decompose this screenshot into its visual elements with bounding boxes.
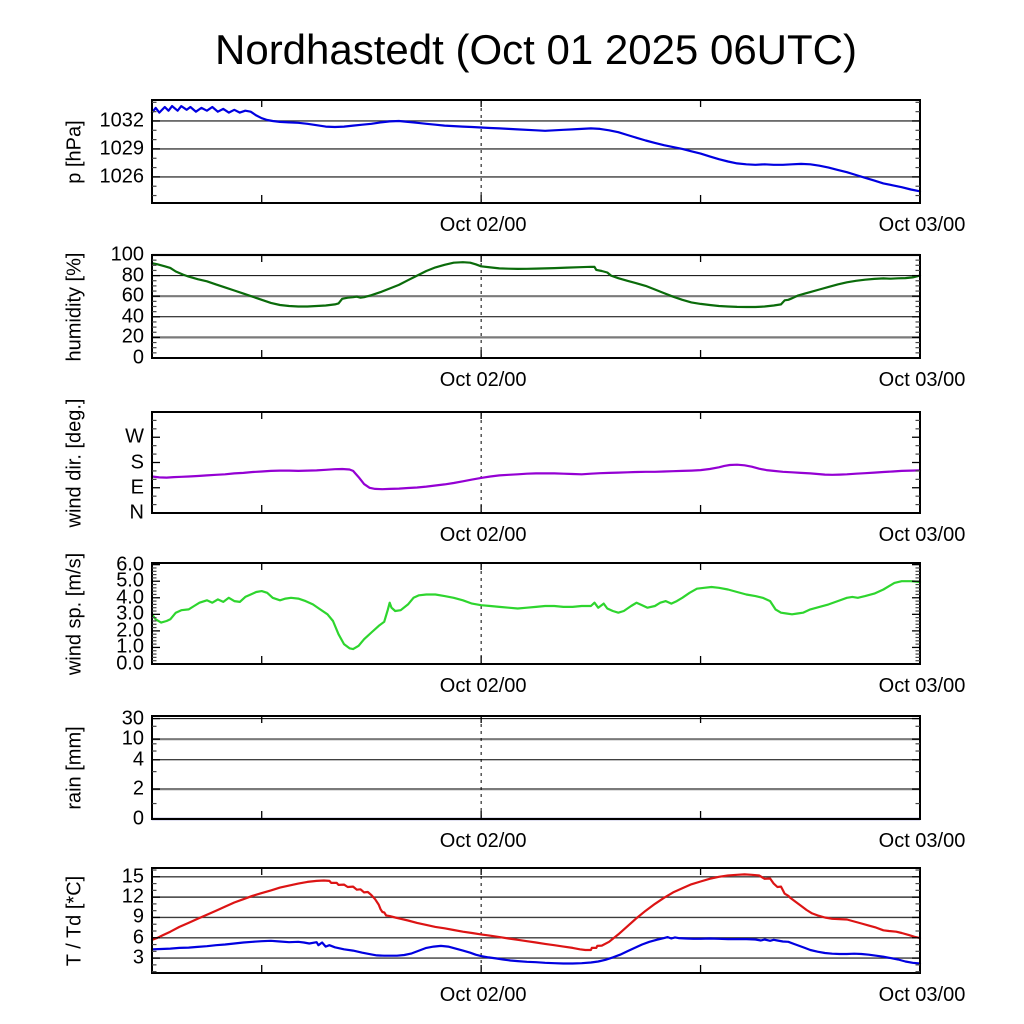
xtick-label: Oct 02/00 (439, 984, 527, 1006)
xtick-label: Oct 03/00 (878, 830, 966, 852)
ytick-label-windspeed: 5.0 (116, 569, 144, 592)
ytick-label-windspeed: 3.0 (116, 602, 144, 625)
ytick-label-temperature: 3 (132, 946, 144, 969)
xtick-label: Oct 02/00 (439, 524, 527, 546)
ytick-label-rain: 0 (132, 807, 144, 830)
panel-border-winddir (151, 411, 921, 514)
ytick-label-windspeed: 6.0 (116, 553, 144, 576)
ytick-label-pressure: 1026 (99, 165, 145, 188)
panel-border-temperature (151, 867, 921, 974)
ytick-label-rain: 10 (121, 727, 144, 750)
ytick-label-winddir: E (130, 476, 144, 499)
xtick-label: Oct 03/00 (878, 984, 966, 1006)
ytick-label-rain: 30 (121, 707, 144, 730)
y-axis-label-windspeed: wind sp. [m/s] (63, 552, 86, 675)
ytick-label-pressure: 1029 (99, 137, 145, 160)
chart-title: Nordhastedt (Oct 01 2025 06UTC) (215, 26, 857, 73)
series-pressure (150, 105, 922, 193)
ytick-label-pressure: 1032 (99, 109, 145, 132)
ytick-label-humidity: 100 (110, 243, 144, 266)
ytick-label-humidity: 60 (121, 284, 144, 307)
panel-border-humidity (151, 254, 921, 359)
y-axis-label-winddir: wind dir. [deg.] (63, 398, 86, 527)
series-humidity (150, 261, 922, 309)
ytick-label-windspeed: 1.0 (116, 635, 144, 658)
xtick-label: Oct 03/00 (878, 214, 966, 236)
ytick-label-winddir: N (129, 501, 144, 524)
series-wind-speed (150, 580, 922, 651)
y-axis-label-humidity: humidity [%] (63, 252, 86, 361)
ytick-label-rain: 2 (132, 777, 144, 800)
ytick-label-temperature: 9 (132, 905, 144, 928)
xtick-label: Oct 03/00 (878, 369, 966, 391)
y-axis-label-temperature: T / Td [*C] (63, 875, 86, 966)
y-axis-label-pressure: p [hPa] (63, 119, 86, 184)
y-axis-label-rain: rain [mm] (63, 725, 86, 810)
ytick-label-temperature: 6 (132, 926, 144, 949)
panel-border-windspeed (151, 562, 921, 665)
series-wind-direction (150, 463, 922, 491)
ytick-label-winddir: S (130, 451, 144, 473)
panel-border-pressure (151, 99, 921, 204)
xtick-label: Oct 02/00 (439, 369, 527, 391)
ytick-label-windspeed: 2.0 (116, 619, 144, 642)
xtick-label: Oct 02/00 (439, 830, 527, 852)
xtick-label: Oct 02/00 (439, 675, 527, 697)
ytick-label-humidity: 40 (121, 305, 144, 328)
ytick-label-rain: 4 (132, 748, 144, 771)
ytick-label-winddir: W (125, 425, 144, 448)
panel-border-rain (151, 715, 921, 820)
ytick-label-humidity: 80 (121, 264, 144, 287)
xtick-label: Oct 03/00 (878, 524, 966, 546)
ytick-label-temperature: 15 (121, 865, 144, 888)
ytick-label-humidity: 20 (121, 325, 144, 348)
series-temperature (150, 873, 922, 952)
ytick-label-humidity: 0 (132, 346, 144, 369)
ytick-label-temperature: 12 (121, 885, 144, 908)
xtick-label: Oct 02/00 (439, 214, 527, 236)
series-dewpoint (150, 936, 922, 965)
ytick-label-windspeed: 0.0 (116, 652, 144, 675)
ytick-label-windspeed: 4.0 (116, 586, 144, 609)
xtick-label: Oct 03/00 (878, 675, 966, 697)
